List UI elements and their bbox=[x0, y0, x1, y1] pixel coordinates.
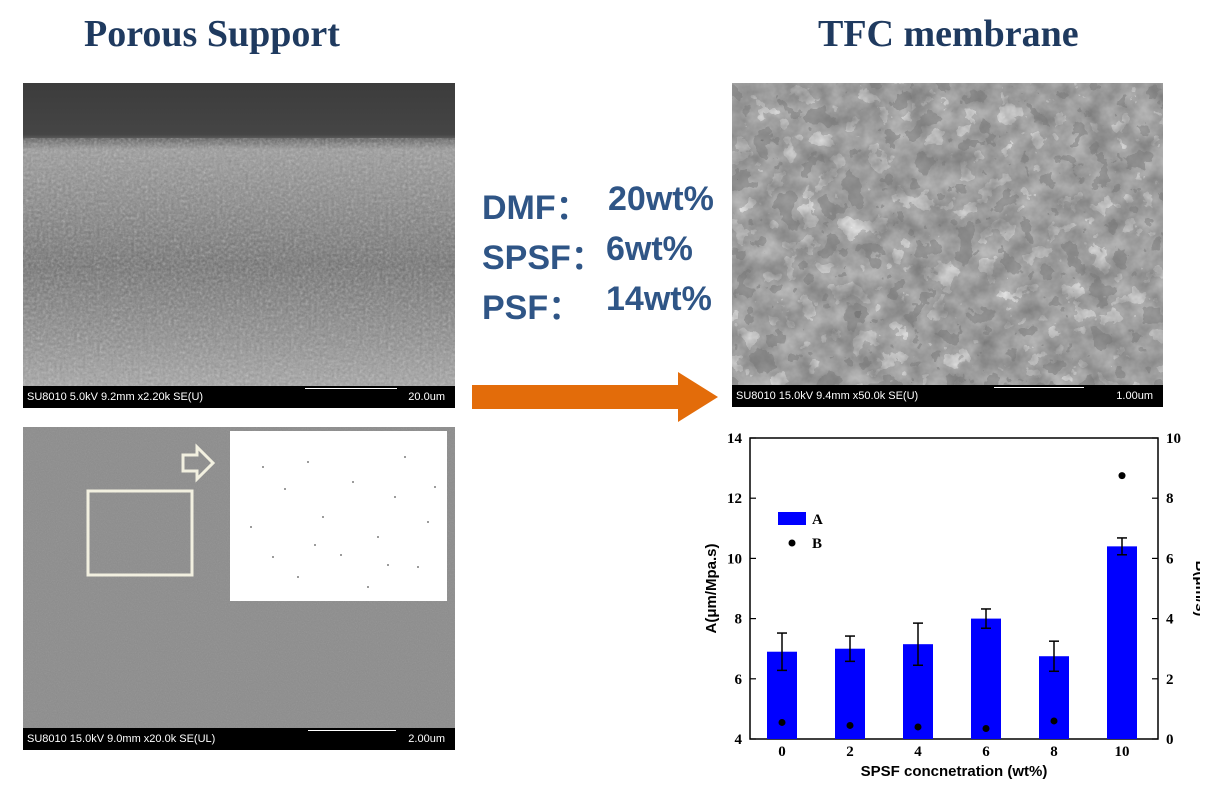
x-tick-label: 0 bbox=[778, 744, 786, 760]
y2-axis-label: B(μm/s) bbox=[1192, 561, 1200, 617]
x-tick-label: 8 bbox=[1050, 744, 1058, 760]
point-b bbox=[846, 721, 854, 729]
point-b bbox=[982, 724, 990, 732]
legend-label-b: B bbox=[812, 536, 822, 552]
sem-caption: SU8010 15.0kV 9.4mm x50.0k SE(U) 1.00um bbox=[732, 385, 1163, 407]
legend-label-a: A bbox=[812, 512, 823, 528]
binarized-inset bbox=[230, 431, 447, 601]
y-axis-label: A(μm/Mpa.s) bbox=[703, 543, 720, 633]
sem-meta: SU8010 15.0kV 9.4mm x50.0k SE(U) bbox=[736, 390, 919, 402]
tfc-membrane-heading: TFC membrane bbox=[818, 13, 1079, 55]
scale-bar bbox=[994, 387, 1084, 394]
point-b bbox=[1118, 472, 1126, 480]
scale-label: 20.0um bbox=[408, 391, 445, 403]
y2-tick-label: 8 bbox=[1166, 491, 1174, 507]
y-tick-label: 10 bbox=[727, 551, 742, 567]
x-tick-label: 4 bbox=[914, 744, 922, 760]
x-tick-label: 10 bbox=[1115, 744, 1130, 760]
cross-section-texture bbox=[23, 83, 455, 386]
legend-swatch-a bbox=[778, 512, 806, 525]
scale-label: 2.00um bbox=[408, 733, 445, 745]
surface-texture bbox=[23, 427, 455, 728]
y-tick-label: 8 bbox=[735, 612, 743, 628]
sem-meta: SU8010 15.0kV 9.0mm x20.0k SE(UL) bbox=[27, 733, 216, 745]
y-tick-label: 14 bbox=[727, 431, 743, 447]
scale-bar bbox=[308, 730, 396, 737]
scale-label: 1.00um bbox=[1116, 390, 1153, 402]
x-axis-label: SPSF concnetration (wt%) bbox=[861, 763, 1048, 780]
composition-value: 6wt% bbox=[606, 230, 693, 268]
sem-caption: SU8010 15.0kV 9.0mm x20.0k SE(UL) 2.00um bbox=[23, 728, 455, 750]
sem-caption: SU8010 5.0kV 9.2mm x2.20k SE(U) 20.0um bbox=[23, 386, 455, 408]
support-surface-image: SU8010 15.0kV 9.0mm x20.0k SE(UL) 2.00um bbox=[23, 427, 455, 750]
y-tick-label: 6 bbox=[735, 672, 743, 688]
zoom-arrow-icon bbox=[181, 443, 216, 483]
point-b bbox=[778, 718, 786, 726]
tfc-texture bbox=[732, 83, 1163, 385]
bar-a bbox=[1107, 546, 1137, 739]
composition-row-psf: PSF： 14wt% bbox=[482, 280, 732, 330]
sem-meta: SU8010 5.0kV 9.2mm x2.20k SE(U) bbox=[27, 391, 204, 403]
y2-tick-label: 2 bbox=[1166, 672, 1174, 688]
casting-composition: DMF： 20wt% SPSF： 6wt% PSF： 14wt% bbox=[482, 180, 732, 330]
support-cross-section-image: SU8010 5.0kV 9.2mm x2.20k SE(U) 20.0um bbox=[23, 83, 455, 408]
y2-tick-label: 6 bbox=[1166, 551, 1174, 567]
scale-bar bbox=[305, 388, 397, 395]
y2-tick-label: 0 bbox=[1166, 732, 1174, 748]
composition-label: PSF： bbox=[482, 289, 583, 327]
point-b bbox=[1050, 717, 1058, 725]
composition-row-spsf: SPSF： 6wt% bbox=[482, 230, 732, 280]
y2-tick-label: 10 bbox=[1166, 431, 1181, 447]
composition-label: DMF： bbox=[482, 189, 590, 227]
zoom-region-box bbox=[86, 489, 194, 577]
permeability-chart: 4 6 8 10 12 14 0 2 4 6 8 10 0 2 4 6 8 10 AB SPSF concnetrat… bbox=[703, 431, 1200, 780]
composition-label: SPSF： bbox=[482, 239, 605, 277]
plot-frame bbox=[749, 437, 1159, 740]
point-b bbox=[914, 723, 922, 731]
composition-row-dmf: DMF： 20wt% bbox=[482, 180, 732, 230]
x-tick-label: 6 bbox=[982, 744, 990, 760]
y2-tick-label: 4 bbox=[1166, 612, 1174, 628]
process-arrow-icon bbox=[472, 372, 718, 422]
y-tick-label: 12 bbox=[727, 491, 742, 507]
tfc-surface-image: SU8010 15.0kV 9.4mm x50.0k SE(U) 1.00um bbox=[732, 83, 1163, 407]
composition-value: 14wt% bbox=[606, 280, 712, 318]
x-tick-label: 2 bbox=[846, 744, 854, 760]
composition-value: 20wt% bbox=[608, 180, 714, 218]
legend-marker-b bbox=[788, 539, 796, 547]
porous-support-heading: Porous Support bbox=[84, 13, 340, 55]
bar-a bbox=[971, 618, 1001, 739]
y-tick-label: 4 bbox=[735, 732, 743, 748]
